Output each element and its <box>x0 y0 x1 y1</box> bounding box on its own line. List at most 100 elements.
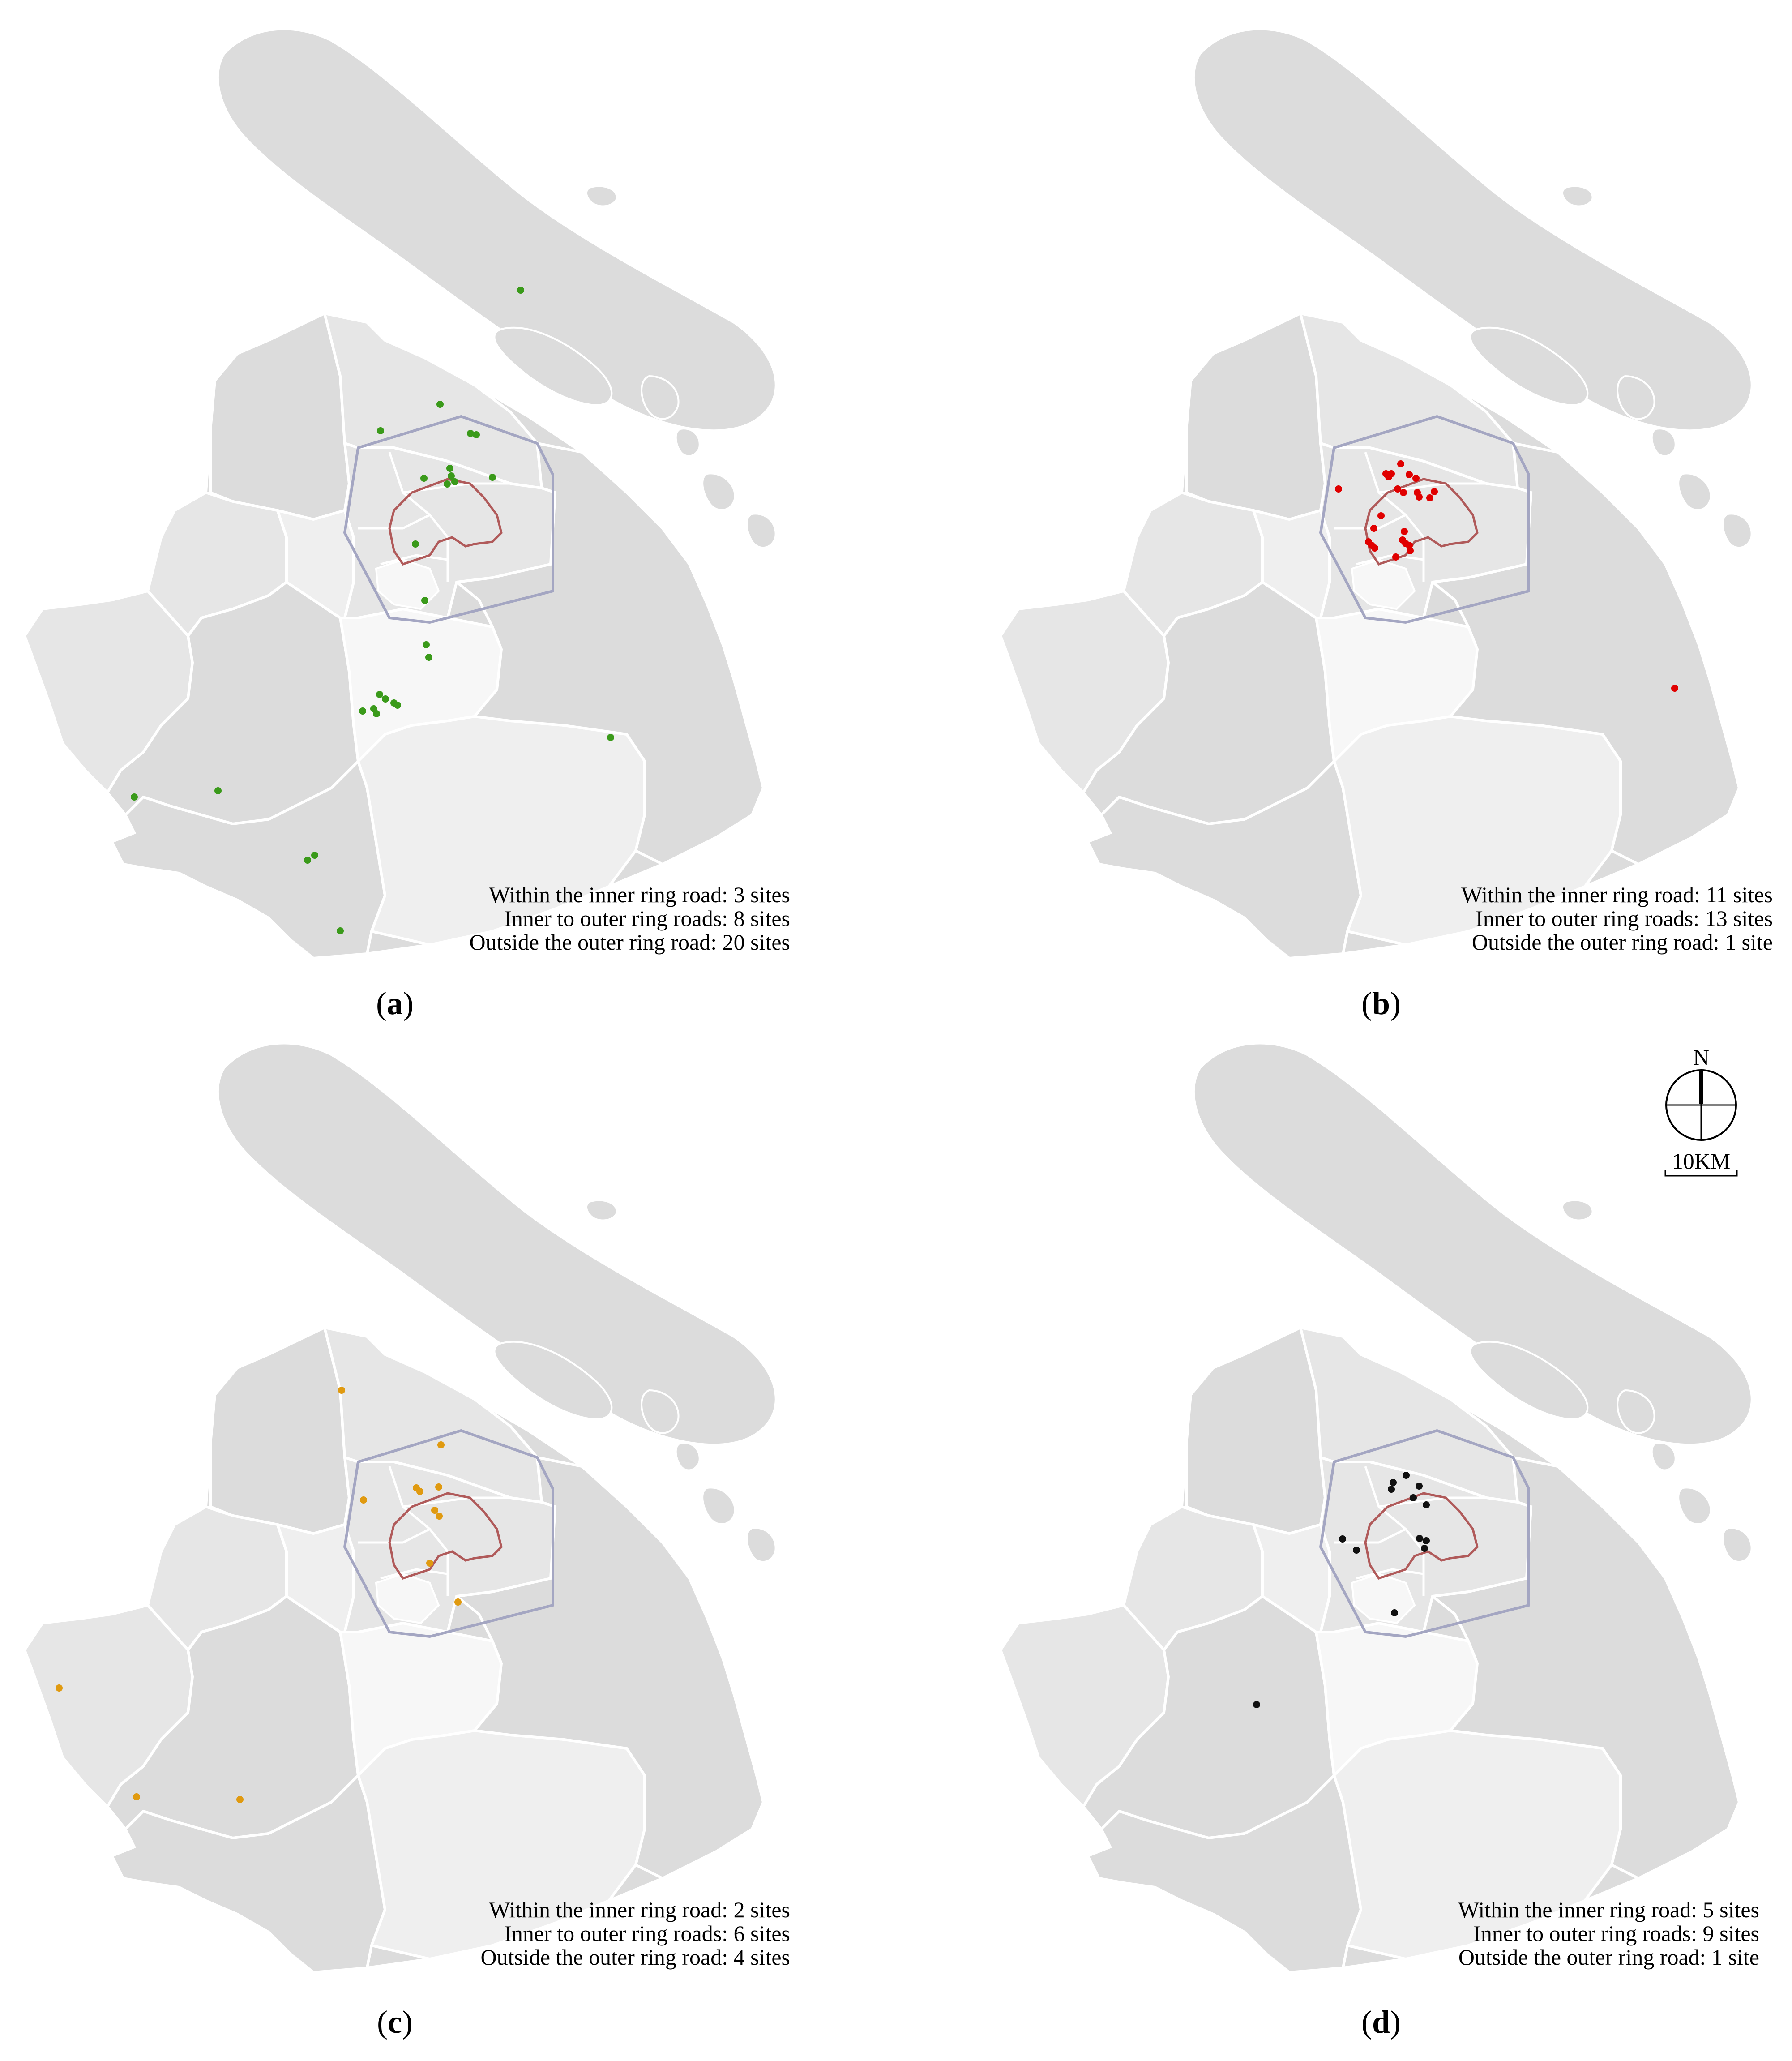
site-point <box>436 1513 443 1520</box>
panel-a: Within the inner ring road: 3 sites Inne… <box>25 29 790 1021</box>
site-point <box>1416 1483 1423 1490</box>
site-point <box>435 1483 442 1491</box>
site-point <box>1421 1545 1428 1552</box>
site-point <box>454 1598 462 1606</box>
basemap <box>25 1043 776 1972</box>
site-point <box>421 597 428 604</box>
site-point <box>1426 494 1433 501</box>
site-statistics: Within the inner ring road: 5 sites Inne… <box>1458 1897 1759 1970</box>
site-point <box>425 654 432 661</box>
stat-outer: Outside the outer ring road: 20 sites <box>469 930 790 955</box>
site-point <box>1392 553 1399 561</box>
panel-caption: (b) <box>1361 986 1401 1021</box>
caption-close: ) <box>403 986 414 1021</box>
site-point <box>1388 1486 1395 1493</box>
site-point <box>1403 1472 1410 1479</box>
stat-between: Inner to outer ring roads: 13 sites <box>1476 906 1773 931</box>
caption-open: ( <box>376 986 387 1021</box>
site-statistics: Within the inner ring road: 3 sites Inne… <box>469 882 790 955</box>
caption-letter: b <box>1372 986 1390 1021</box>
site-point <box>1388 470 1395 477</box>
site-point <box>436 401 444 408</box>
site-point <box>1339 1535 1346 1543</box>
site-point <box>131 793 138 801</box>
north-label: N <box>1693 1045 1709 1070</box>
basemap <box>25 29 776 958</box>
site-point <box>1423 1501 1430 1508</box>
basemap <box>1001 29 1752 958</box>
stat-inner: Within the inner ring road: 2 sites <box>489 1897 790 1922</box>
site-point <box>431 1507 438 1514</box>
site-point <box>1335 485 1342 493</box>
site-point <box>236 1796 244 1803</box>
caption-letter: d <box>1372 2004 1390 2040</box>
site-point <box>1406 542 1413 549</box>
site-point <box>1416 493 1423 501</box>
site-point <box>56 1684 63 1692</box>
stat-outer: Outside the outer ring road: 4 sites <box>480 1945 790 1970</box>
site-point <box>133 1793 140 1800</box>
site-point <box>423 641 430 648</box>
caption-letter: a <box>387 986 403 1021</box>
site-point <box>1391 1609 1398 1616</box>
site-point <box>1400 489 1407 496</box>
stat-inner: Within the inner ring road: 5 sites <box>1458 1897 1759 1922</box>
caption-letter: c <box>388 2004 402 2040</box>
site-point <box>1412 475 1420 482</box>
site-point <box>607 734 614 741</box>
site-points-layer <box>131 287 614 934</box>
site-point <box>412 540 419 548</box>
site-point <box>382 695 389 703</box>
panel-c: Within the inner ring road: 2 sites Inne… <box>25 1043 790 2040</box>
stat-between: Inner to outer ring roads: 8 sites <box>504 906 790 931</box>
site-point <box>1394 485 1401 493</box>
site-point <box>448 472 455 480</box>
site-point <box>360 1496 367 1504</box>
site-point <box>373 710 380 717</box>
caption-close: ) <box>402 2004 413 2040</box>
site-point <box>337 927 344 934</box>
panel-caption: (d) <box>1361 2004 1401 2040</box>
site-point <box>304 857 311 864</box>
site-point <box>1406 471 1413 478</box>
site-point <box>467 430 474 437</box>
site-point <box>420 475 428 482</box>
site-point <box>444 480 451 488</box>
site-point <box>517 287 524 294</box>
site-point <box>473 431 480 438</box>
panel-caption: (c) <box>377 2004 413 2040</box>
scale-bar <box>1664 1170 1738 1177</box>
site-point <box>1353 1547 1360 1554</box>
site-point <box>451 478 458 485</box>
panel-b: Within the inner ring road: 11 sites Inn… <box>1001 29 1773 1021</box>
stat-between: Inner to outer ring roads: 9 sites <box>1473 1921 1759 1946</box>
site-point <box>1410 1494 1417 1501</box>
stat-between: Inner to outer ring roads: 6 sites <box>504 1921 790 1946</box>
site-point <box>1416 1535 1423 1542</box>
caption-close: ) <box>1390 986 1401 1021</box>
site-point <box>1671 685 1678 692</box>
stat-inner: Within the inner ring road: 3 sites <box>489 882 790 907</box>
site-point <box>1431 488 1438 495</box>
scale-label: 10KM <box>1672 1148 1731 1174</box>
site-point <box>311 852 318 859</box>
site-point <box>376 691 383 698</box>
caption-open: ( <box>1361 2004 1372 2040</box>
site-point <box>338 1387 345 1394</box>
site-point <box>377 427 384 434</box>
site-point <box>1390 1479 1397 1486</box>
site-point <box>437 1441 445 1448</box>
caption-open: ( <box>1361 986 1372 1021</box>
site-point <box>1407 547 1414 554</box>
compass: N 10KM <box>1664 1045 1738 1177</box>
site-point <box>214 787 222 794</box>
site-points-layer <box>56 1387 462 1803</box>
site-point <box>1397 460 1404 467</box>
site-point <box>416 1488 423 1495</box>
site-point <box>1253 1701 1260 1708</box>
site-point <box>1370 525 1377 532</box>
site-statistics: Within the inner ring road: 11 sites Inn… <box>1461 882 1773 955</box>
stat-inner: Within the inner ring road: 11 sites <box>1461 882 1773 907</box>
